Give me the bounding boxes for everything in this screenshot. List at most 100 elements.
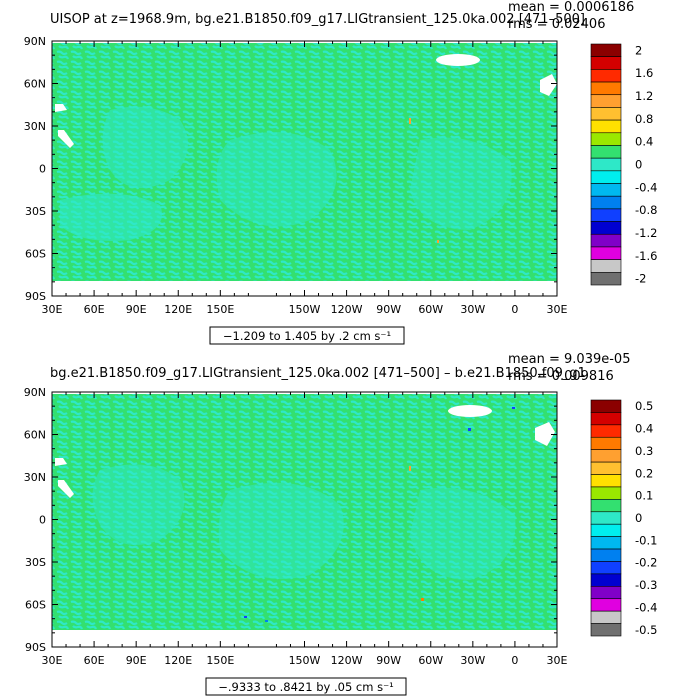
x-tick-label: 90E [126,303,147,316]
colorbar-tick-label: 1.6 [635,66,653,80]
colorbar-swatch [590,246,622,260]
panel-2-anomaly-speck [512,407,515,409]
panel-2-field-patch [218,482,344,580]
panel-1: UISOP at z=1968.9m, bg.e21.B1850.f09_g17… [24,0,657,345]
colorbar-tick-label: -0.4 [635,180,657,194]
colorbar-tick-label: 1.2 [635,89,653,103]
colorbar-tick-label: 0.4 [635,135,653,149]
colorbar-tick-label: 0 [635,511,642,525]
panel-2-anomaly-speck [421,598,424,601]
colorbar-tick-label: -2 [635,272,646,286]
colorbar-swatch [590,221,622,235]
panel-1-map [51,40,558,297]
panel-1-field-patch [216,132,337,227]
x-tick-label: 60E [84,303,105,316]
colorbar-swatch [590,56,622,70]
colorbar-tick-label: -0.5 [635,623,657,637]
x-tick-label: 150W [289,303,321,316]
x-tick-label: 30E [547,654,568,667]
colorbar-tick-label: 0.5 [635,399,653,413]
panel-1-field-patch [102,106,188,188]
colorbar-tick-label: 0.1 [635,489,653,503]
x-tick-label: 0 [511,654,518,667]
colorbar-swatch [590,170,622,184]
colorbar-swatch [590,157,622,172]
x-tick-label: 120E [164,654,192,667]
colorbar-tick-label: -1.2 [635,226,657,240]
panel-2-range-box [205,677,407,696]
colorbar-swatch [590,511,622,525]
colorbar-swatch [590,449,622,463]
colorbar-swatch [590,573,622,587]
colorbar-swatch [590,399,622,413]
panel-1-range-label: −1.209 to 1.405 by .2 cm s⁻¹ [223,329,391,343]
x-tick-label: 120W [331,654,363,667]
colorbar-swatch [590,436,622,450]
x-tick-label: 30W [460,654,485,667]
colorbar-swatch [590,598,622,612]
panel-2-scandinavia-land [535,422,555,446]
panel-1-greenland-land [436,54,480,66]
colorbar-swatch [590,623,622,637]
colorbar-tick-label: 0.8 [635,112,653,126]
y-tick-label: 90S [25,290,46,303]
colorbar-tick-label: 0 [635,158,642,172]
colorbar-swatch [590,259,622,273]
panel-2-anomaly-speck [265,620,268,622]
colorbar-swatch [590,548,622,562]
x-tick-label: 30E [42,303,63,316]
panel-1-scandinavia-land [540,74,557,96]
colorbar-swatch [590,561,622,575]
colorbar-swatch [590,499,622,513]
x-tick-label: 120E [164,303,192,316]
panel-1-land-fragment [58,130,74,148]
colorbar-swatch [590,208,622,222]
panel-2: bg.e21.B1850.f09_g17.LIGtransient_125.0k… [24,352,657,696]
colorbar-swatch [590,486,622,500]
colorbar-swatch [590,461,622,475]
y-tick-label: 90S [25,641,46,654]
panel-2-mean: mean = 9.039e-05 [508,352,630,367]
colorbar-swatch [590,107,622,121]
panel-1-rms: rms = 0.02406 [508,17,605,32]
y-tick-label: 60N [24,429,46,442]
panel-2-rms: rms = 0.009816 [508,369,614,384]
y-tick-label: 60N [24,78,46,91]
y-tick-label: 90N [24,35,46,48]
colorbar-swatch [590,523,622,537]
y-tick-label: 60S [25,599,46,612]
colorbar-tick-label: 0.3 [635,444,653,458]
x-tick-label: 30E [547,303,568,316]
colorbar-swatch [590,586,622,600]
x-tick-label: 30E [42,654,63,667]
colorbar-swatch [590,474,622,488]
panel-1-mean: mean = 0.0006186 [508,0,634,15]
colorbar-swatch [590,272,622,286]
panel-2-field-patch [92,464,185,545]
panel-2-greenland-land [448,405,492,417]
panel-1-field-patch [60,193,162,241]
colorbar-swatch [590,81,622,96]
y-tick-label: 30N [24,471,46,484]
panel-2-title: bg.e21.B1850.f09_g17.LIGtransient_125.0k… [50,366,586,381]
colorbar-tick-label: 2 [635,43,642,57]
panel-1-anomaly-speck [437,240,439,243]
panel-1-anomaly-speck [409,118,411,124]
y-tick-label: 90N [24,386,46,399]
colorbar-swatch [590,233,622,248]
y-tick-label: 60S [25,248,46,261]
panel-1-field-patch [410,137,512,230]
panel-2-land-fragment [58,480,74,498]
colorbar-swatch [590,412,622,426]
y-tick-label: 30S [25,556,46,569]
panel-2-land-fragment [55,458,67,466]
colorbar-swatch [590,119,622,134]
x-tick-label: 60W [418,654,443,667]
panel-1-range-box [209,326,405,345]
colorbar-swatch [590,610,622,624]
colorbar-tick-label: -1.6 [635,249,657,263]
x-tick-label: 150E [206,654,234,667]
